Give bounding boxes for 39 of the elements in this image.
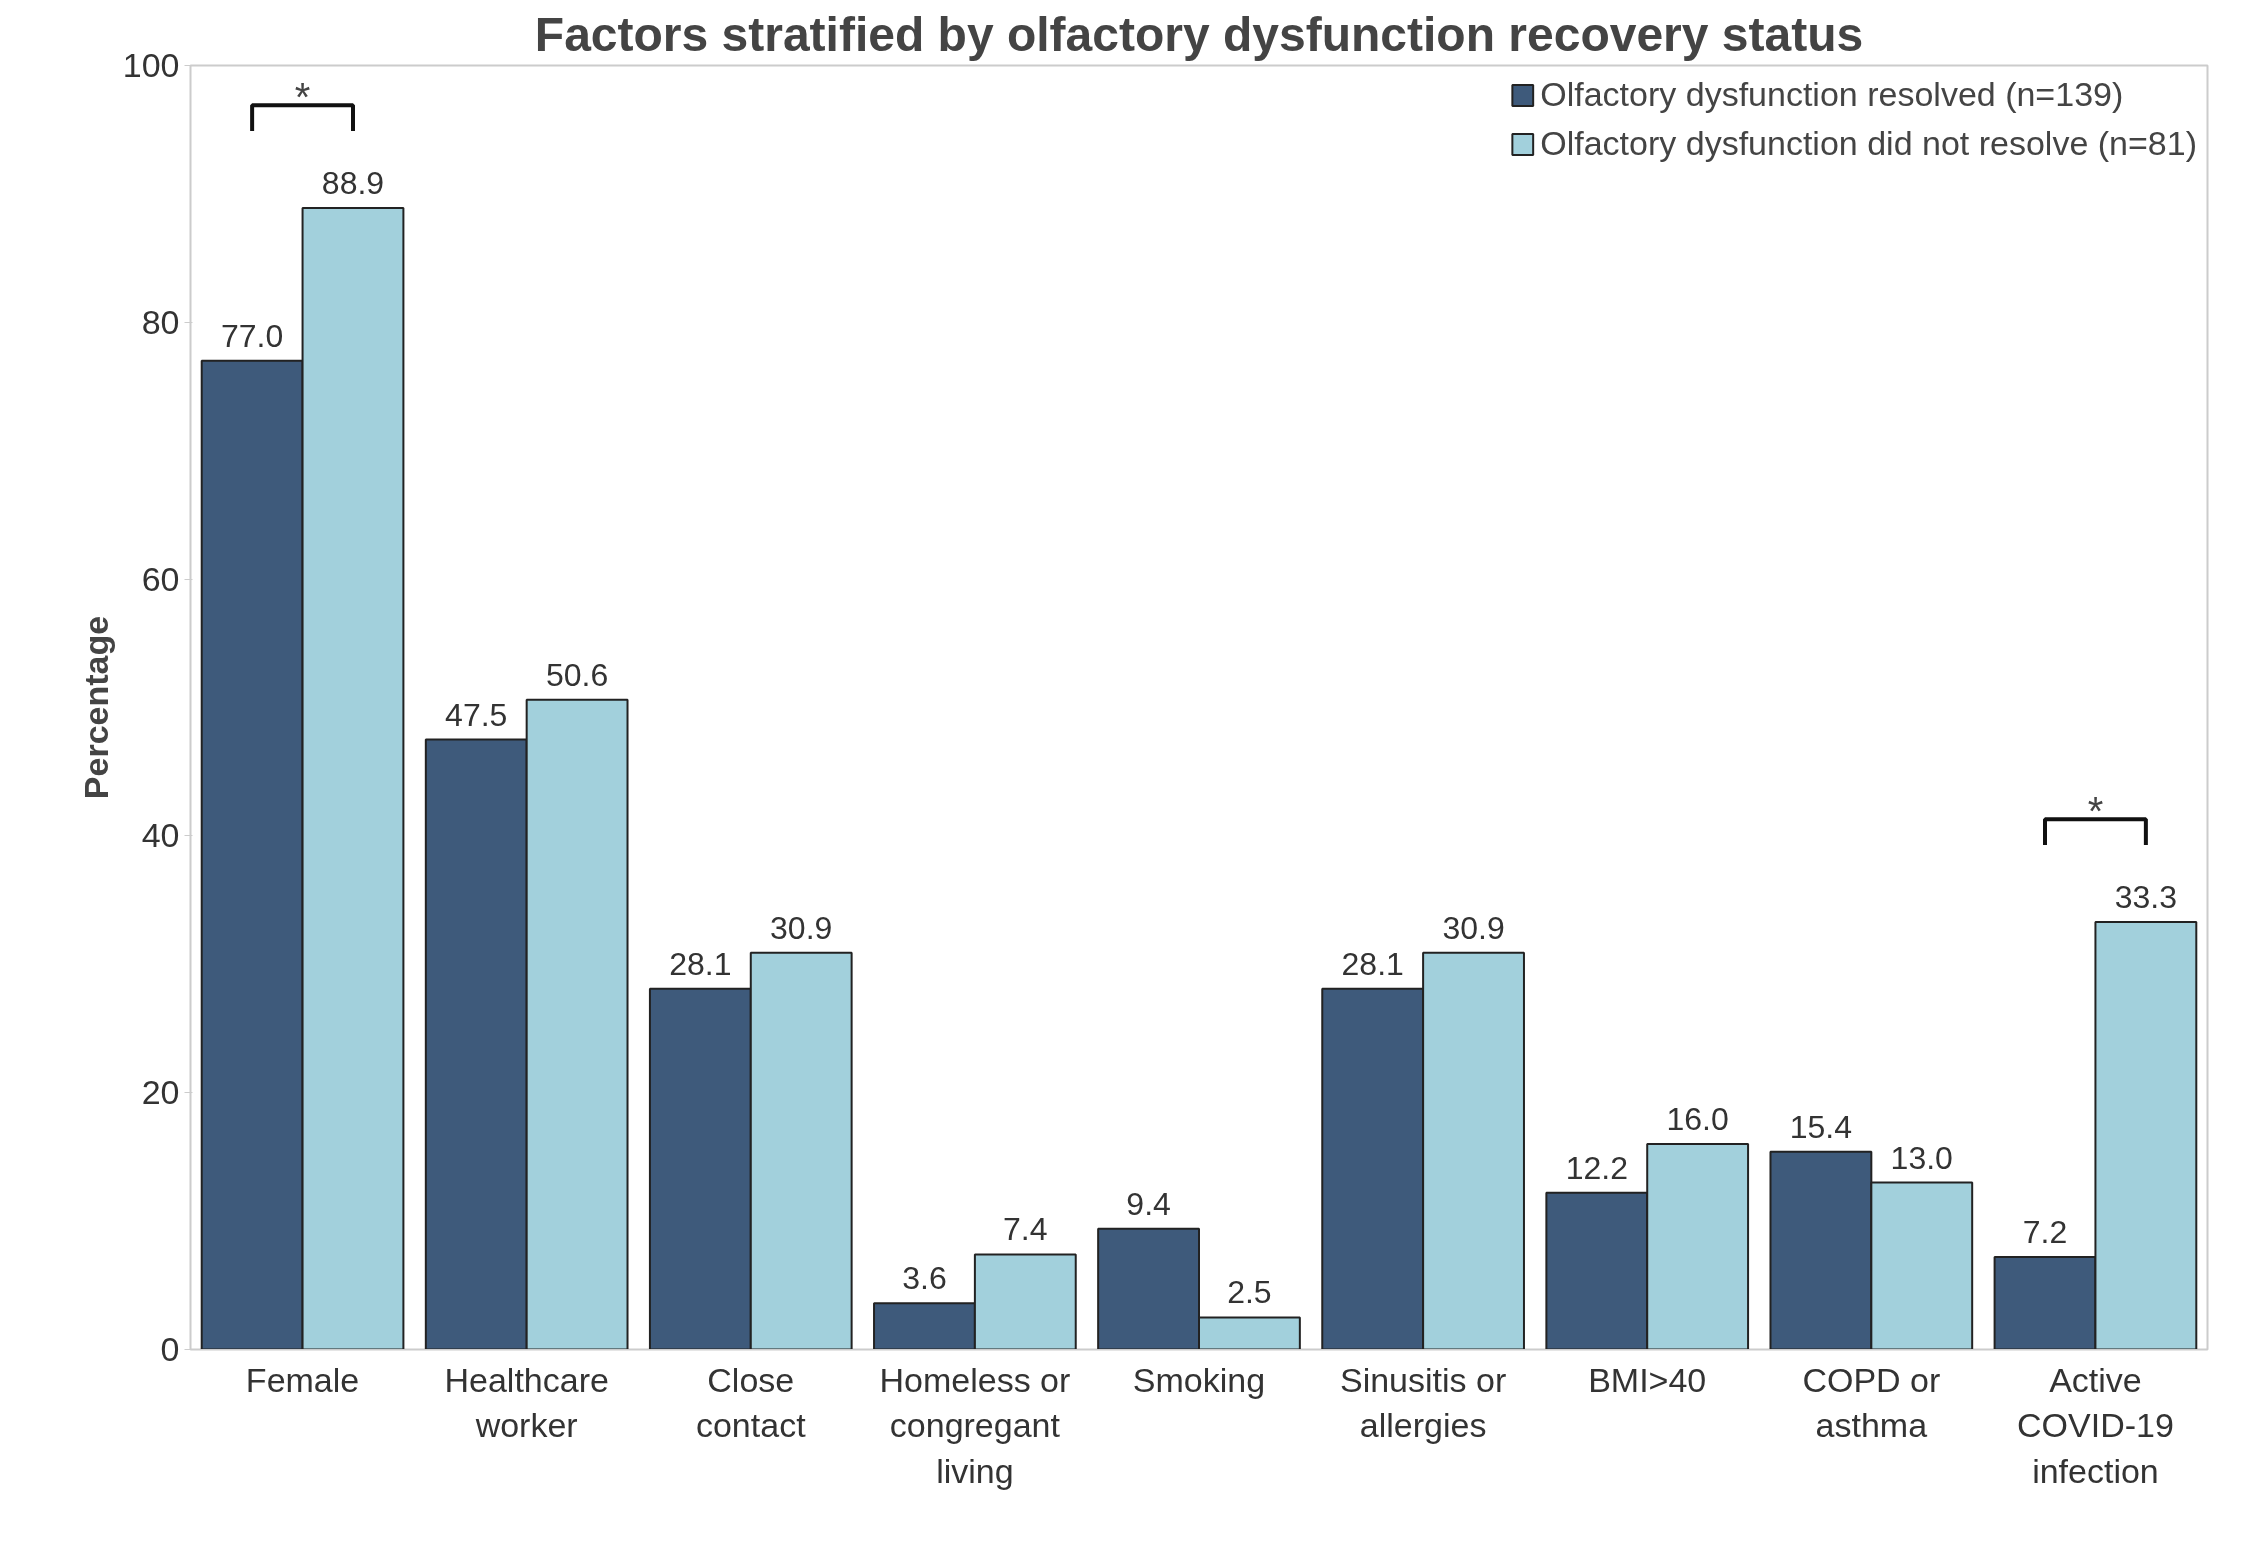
- x-tick-label: Sinusitis or allergies: [1339, 1360, 1507, 1445]
- y-tick-label: 60: [141, 559, 180, 598]
- x-tick-label: BMI>40: [1588, 1360, 1707, 1399]
- chart-title: Factors stratified by olfactory dysfunction recovery status: [534, 7, 1864, 61]
- annotation: *: [294, 75, 311, 120]
- legend-label: Olfactory dysfunction resolved (n=139): [1540, 75, 2124, 114]
- data-label: 77.0: [220, 317, 284, 354]
- data-label: 88.9: [321, 165, 385, 202]
- data-label: 30.9: [1442, 909, 1505, 946]
- data-label: 2.5: [1227, 1274, 1272, 1311]
- x-tick-label: COPD or asthma: [1802, 1360, 1941, 1445]
- data-label: 47.5: [445, 696, 508, 733]
- data-label: 30.9: [770, 909, 833, 946]
- x-tick-label: Active COVID-19 infection: [2017, 1360, 2174, 1490]
- x-tick-label: Smoking: [1132, 1360, 1266, 1399]
- data-label: 28.1: [669, 945, 732, 982]
- x-tick-label: Close contact: [695, 1360, 807, 1445]
- data-label: 7.2: [2022, 1214, 2068, 1251]
- y-tick-label: 100: [122, 46, 180, 84]
- data-label: 16.0: [1666, 1101, 1729, 1138]
- data-label: 15.4: [1789, 1108, 1853, 1145]
- x-tick-label: Homeless or congregant living: [879, 1360, 1071, 1490]
- data-label: 33.3: [2114, 878, 2178, 915]
- data-label: 7.4: [1003, 1211, 1048, 1248]
- legend-label: Olfactory dysfunction did not resolve (n=81): [1540, 124, 2197, 163]
- data-label: 3.6: [902, 1260, 947, 1297]
- data-label: 12.2: [1565, 1149, 1628, 1186]
- data-label: 13.0: [1890, 1139, 1953, 1176]
- annotation: *: [2087, 789, 2104, 834]
- data-label: 9.4: [1126, 1185, 1171, 1222]
- data-label: 28.1: [1341, 945, 1404, 982]
- y-tick-label: 0: [160, 1330, 180, 1368]
- x-tick-label: Female: [245, 1360, 360, 1399]
- y-tick-label: 20: [141, 1073, 180, 1112]
- y-tick-label: 40: [141, 816, 180, 855]
- x-tick-label: Healthcare worker: [444, 1360, 609, 1445]
- y-tick-label: 80: [141, 302, 180, 341]
- y-axis-title: Percentage: [76, 615, 115, 800]
- data-label: 50.6: [545, 656, 609, 693]
